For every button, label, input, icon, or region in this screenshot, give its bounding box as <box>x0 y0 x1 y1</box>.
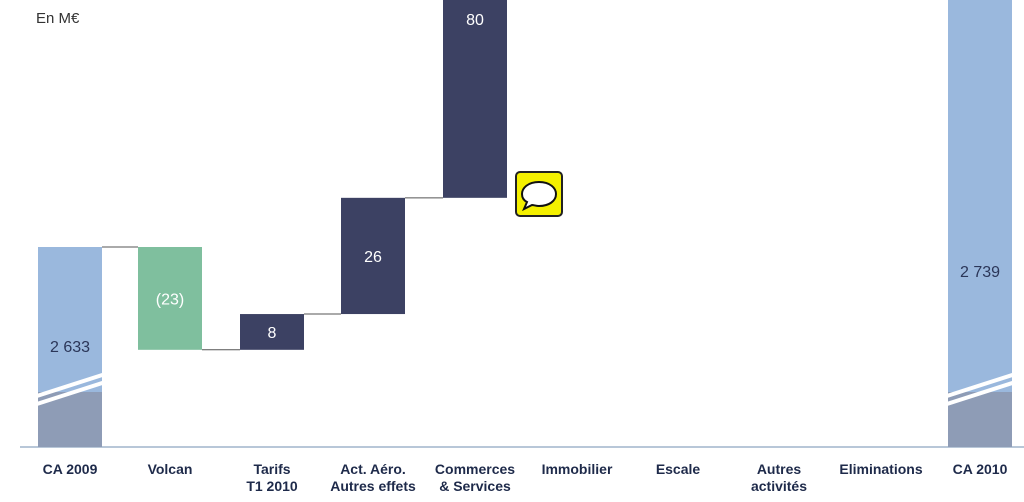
bar-delta <box>341 197 405 315</box>
bar-total <box>948 0 1012 447</box>
category-label: Escale <box>656 461 701 477</box>
category-label: Tarifs T1 2010 <box>246 461 298 494</box>
category-label: Volcan <box>148 461 193 477</box>
speech-bubble-icon[interactable] <box>515 171 563 217</box>
category-label: CA 2010 <box>953 461 1008 477</box>
data-label: 2 739 <box>960 264 1000 281</box>
bar-delta <box>443 0 507 198</box>
category-label: Act. Aéro. Autres effets <box>330 461 416 494</box>
category-label: Immobilier <box>542 461 613 477</box>
data-label: 2 633 <box>50 339 90 356</box>
bar-delta <box>240 314 304 350</box>
bar-delta <box>138 247 202 350</box>
category-label: Eliminations <box>839 461 922 477</box>
data-label: 80 <box>466 12 484 29</box>
data-label: 8 <box>268 325 277 342</box>
data-label: 26 <box>364 249 382 266</box>
category-label: CA 2009 <box>43 461 98 477</box>
axis-break-mark <box>921 377 1024 414</box>
axis-break-mark <box>11 366 125 406</box>
category-label: Commerces & Services <box>435 461 515 494</box>
axis-break-mark <box>921 369 1024 406</box>
unit-label: En M€ <box>36 10 80 27</box>
axis-break-mark <box>11 374 125 414</box>
data-label: (23) <box>156 291 184 308</box>
category-label: Autres activités <box>751 461 807 494</box>
